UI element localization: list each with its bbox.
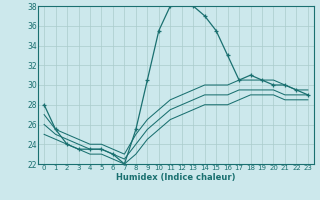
X-axis label: Humidex (Indice chaleur): Humidex (Indice chaleur) (116, 173, 236, 182)
